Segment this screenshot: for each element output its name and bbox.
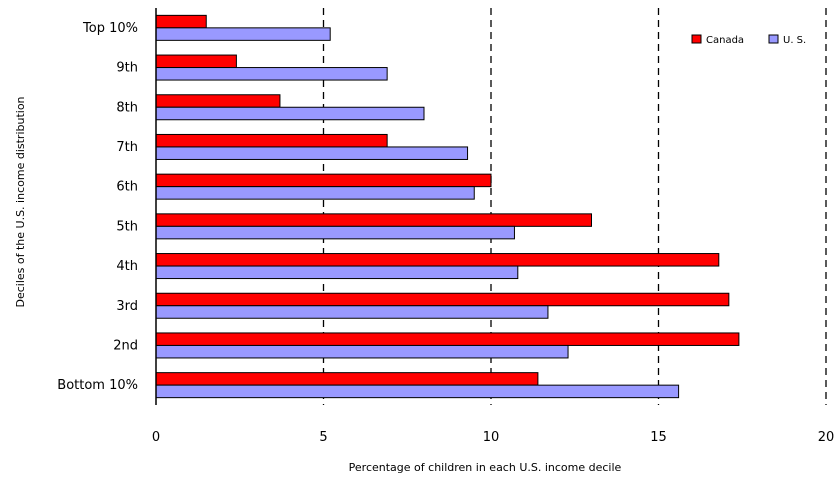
bar-us [155,146,469,160]
x-axis-title: Percentage of children in each U.S. inco… [349,461,622,474]
bars [155,8,740,405]
bar-us [155,67,388,81]
bar-canada [155,94,281,108]
category-label: 4th [116,259,138,274]
bar-us [155,305,549,319]
bar-canada [155,253,720,267]
category-label: 9th [116,61,138,76]
x-tick-label: 15 [650,430,667,445]
legend-label-us: U. S. [783,35,806,46]
category-label: 3rd [116,299,138,314]
category-label: 6th [116,180,138,195]
bar-us [155,384,680,399]
category-label: 7th [116,140,138,155]
bar-canada [155,332,740,346]
bar-canada [155,213,592,227]
legend-label-canada: Canada [706,35,744,46]
bar-us [155,225,515,240]
bar-us [155,265,519,280]
x-tick-labels: 0 5 10 15 20 [152,430,834,445]
legend: Canada U. S. [691,34,806,46]
bar-canada [155,292,730,307]
bar-us [155,186,475,200]
bar-canada [155,133,388,148]
x-tick-label: 20 [818,430,834,445]
category-label: 8th [116,100,138,115]
bar-canada [155,14,207,29]
x-tick-label: 10 [483,430,500,445]
category-label: 5th [116,219,138,234]
category-label: Bottom 10% [57,378,138,393]
bar-us [155,344,569,359]
category-labels: Top 10% 9th 8th 7th 6th 5th 4th 3rd 2nd Bottom 10… [57,21,138,393]
category-label: 2nd [113,338,138,353]
bar-canada [155,54,237,69]
bar-canada [155,173,492,188]
category-label: Top 10% [82,21,138,36]
bar-us [155,27,331,41]
y-axis-title: Deciles of the U.S. income distribution [14,96,27,307]
bar-canada [155,372,539,386]
bar-us [155,106,425,121]
legend-swatch-us [768,34,779,44]
x-tick-label: 0 [152,430,160,445]
legend-swatch-canada [691,34,702,44]
x-tick-label: 5 [319,430,327,445]
